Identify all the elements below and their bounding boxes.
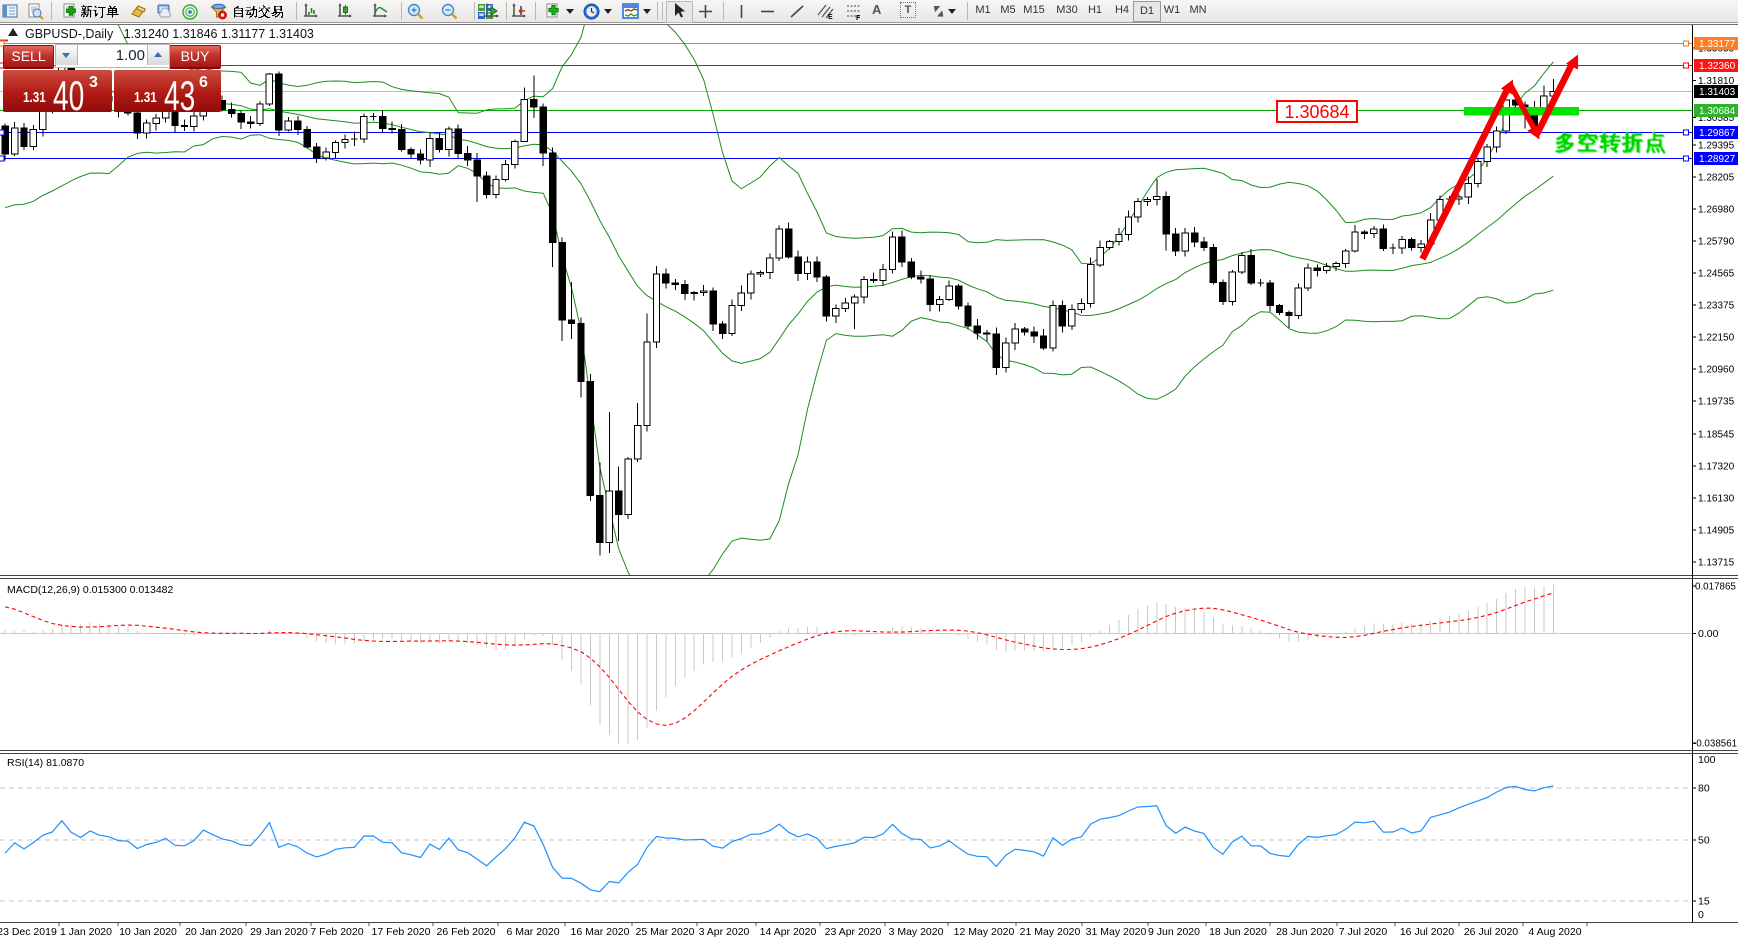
svg-text:1.25790: 1.25790 xyxy=(1698,237,1735,248)
svg-text:18 Jun 2020: 18 Jun 2020 xyxy=(1209,926,1267,938)
svg-text:7 Feb 2020: 7 Feb 2020 xyxy=(310,926,363,938)
svg-text:E: E xyxy=(828,14,833,20)
svg-text:0.00: 0.00 xyxy=(1698,628,1719,640)
svg-text:1.26980: 1.26980 xyxy=(1698,205,1735,216)
svg-text:23 Apr 2020: 23 Apr 2020 xyxy=(825,926,882,938)
svg-text:1.18545: 1.18545 xyxy=(1698,430,1735,441)
svg-text:RSI(14) 81.0870: RSI(14) 81.0870 xyxy=(7,757,84,769)
svg-text:1.29395: 1.29395 xyxy=(1698,141,1735,152)
svg-text:1.30684: 1.30684 xyxy=(1284,102,1349,122)
svg-text:9 Jun 2020: 9 Jun 2020 xyxy=(1148,926,1200,938)
svg-text:17 Feb 2020: 17 Feb 2020 xyxy=(372,926,431,938)
svg-text:16 Mar 2020: 16 Mar 2020 xyxy=(571,926,630,938)
svg-text:1.16130: 1.16130 xyxy=(1698,494,1735,505)
svg-text:31 May 2020: 31 May 2020 xyxy=(1086,926,1147,938)
svg-text:1.29867: 1.29867 xyxy=(1699,128,1736,139)
svg-text:3 Apr 2020: 3 Apr 2020 xyxy=(699,926,750,938)
svg-text:1 Jan 2020: 1 Jan 2020 xyxy=(60,926,112,938)
svg-text:16 Jul 2020: 16 Jul 2020 xyxy=(1400,926,1454,938)
svg-text:1.30684: 1.30684 xyxy=(1699,106,1736,117)
svg-text:F: F xyxy=(856,15,861,20)
svg-text:12 May 2020: 12 May 2020 xyxy=(954,926,1015,938)
svg-text:1.33177: 1.33177 xyxy=(1699,39,1736,50)
svg-text:23 Dec 2019: 23 Dec 2019 xyxy=(0,926,57,938)
svg-text:1.30585: 1.30585 xyxy=(1698,113,1735,124)
svg-text:MACD(12,26,9) 0.015300 0.01348: MACD(12,26,9) 0.015300 0.013482 xyxy=(7,584,174,596)
svg-text:29 Jan 2020: 29 Jan 2020 xyxy=(250,926,308,938)
svg-text:100: 100 xyxy=(1698,754,1716,766)
svg-text:1.23375: 1.23375 xyxy=(1698,301,1735,312)
svg-text:1.31810: 1.31810 xyxy=(1698,76,1735,87)
svg-text:10 Jan 2020: 10 Jan 2020 xyxy=(119,926,177,938)
svg-text:21 May 2020: 21 May 2020 xyxy=(1020,926,1081,938)
svg-text:80: 80 xyxy=(1698,782,1710,794)
svg-text:28 Jun 2020: 28 Jun 2020 xyxy=(1276,926,1334,938)
svg-text:1.28927: 1.28927 xyxy=(1699,154,1736,165)
svg-text:GBPUSD-,Daily 1.31240 1.3184: GBPUSD-,Daily 1.31240 1.31846 1.31177 1.… xyxy=(25,27,314,41)
svg-text:0: 0 xyxy=(1698,909,1704,921)
svg-text:15: 15 xyxy=(1698,895,1710,907)
svg-text:14 Apr 2020: 14 Apr 2020 xyxy=(760,926,817,938)
svg-text:-0.038561: -0.038561 xyxy=(1693,739,1737,750)
svg-text:1.13715: 1.13715 xyxy=(1698,558,1735,569)
svg-text:1.32360: 1.32360 xyxy=(1699,61,1736,72)
svg-text:1.19735: 1.19735 xyxy=(1698,397,1735,408)
svg-text:0.017865: 0.017865 xyxy=(1695,582,1736,593)
svg-text:25 Mar 2020: 25 Mar 2020 xyxy=(636,926,695,938)
svg-text:26 Feb 2020: 26 Feb 2020 xyxy=(437,926,496,938)
svg-text:1.24565: 1.24565 xyxy=(1698,269,1735,280)
svg-text:7 Jul 2020: 7 Jul 2020 xyxy=(1339,926,1388,938)
svg-text:20 Jan 2020: 20 Jan 2020 xyxy=(185,926,243,938)
svg-text:1.28205: 1.28205 xyxy=(1698,173,1735,184)
svg-text:3 May 2020: 3 May 2020 xyxy=(889,926,944,938)
svg-text:50: 50 xyxy=(1698,835,1710,847)
svg-text:1.31403: 1.31403 xyxy=(1699,87,1736,98)
svg-text:1.22150: 1.22150 xyxy=(1698,333,1735,344)
svg-text:1.17320: 1.17320 xyxy=(1698,462,1735,473)
svg-text:1.14905: 1.14905 xyxy=(1698,526,1735,537)
svg-text:4 Aug 2020: 4 Aug 2020 xyxy=(1528,926,1581,938)
svg-text:6 Mar 2020: 6 Mar 2020 xyxy=(506,926,559,938)
svg-text:1.20960: 1.20960 xyxy=(1698,365,1735,376)
svg-text:26 Jul 2020: 26 Jul 2020 xyxy=(1464,926,1518,938)
